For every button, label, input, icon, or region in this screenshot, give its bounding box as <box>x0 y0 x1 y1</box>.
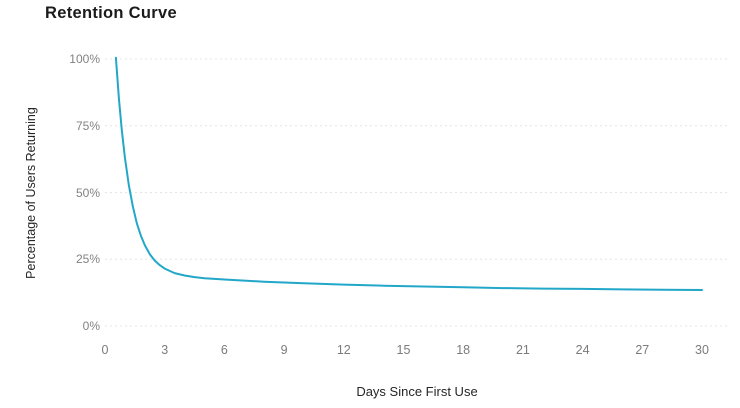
x-axis-title: Days Since First Use <box>356 384 478 399</box>
x-tick-label: 21 <box>515 343 530 357</box>
x-tick-label: 24 <box>575 343 590 357</box>
y-tick-label: 50% <box>75 185 100 200</box>
x-tick-label: 9 <box>280 343 288 357</box>
y-tick-label: 0% <box>82 319 100 333</box>
chart-title: Retention Curve <box>45 4 177 22</box>
x-tick-label: 12 <box>336 343 351 357</box>
retention-line <box>114 56 703 291</box>
y-tick-label: 75% <box>75 118 100 133</box>
y-tick-label: 25% <box>75 252 100 267</box>
x-tick-label: 30 <box>695 343 709 357</box>
x-tick-label: 27 <box>635 343 650 357</box>
x-tick-label: 6 <box>220 343 228 357</box>
x-tick-label: 15 <box>396 343 411 357</box>
x-tick-label: 0 <box>101 343 109 357</box>
y-tick-label: 100% <box>69 52 100 66</box>
x-tick-label: 18 <box>456 343 471 357</box>
x-tick-label: 3 <box>161 343 169 357</box>
